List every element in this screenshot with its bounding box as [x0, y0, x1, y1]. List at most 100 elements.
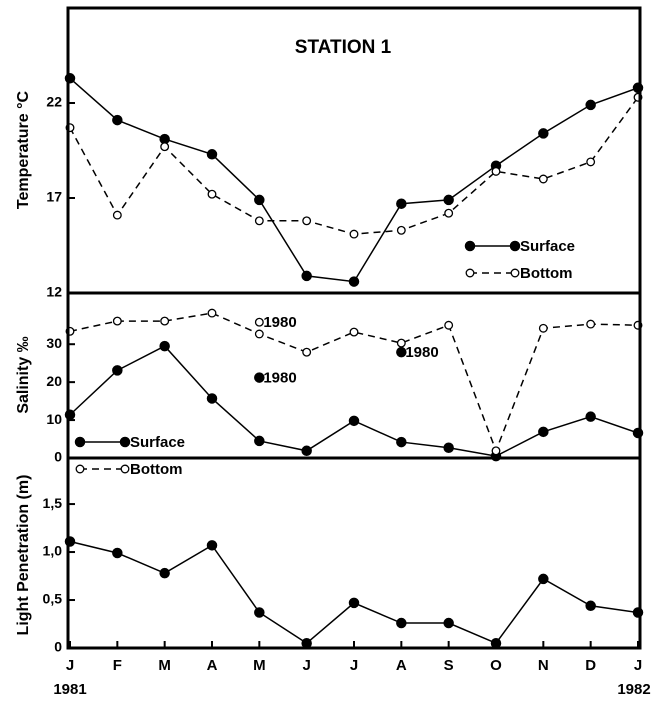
chart-title: STATION 1 — [295, 37, 392, 58]
data-point — [538, 128, 549, 139]
x-tick-label: A — [396, 657, 407, 674]
y-tick-label: 22 — [46, 94, 62, 110]
data-point — [207, 189, 217, 199]
data-point — [538, 573, 549, 585]
series-line — [69, 96, 639, 235]
x-tick-label: F — [113, 657, 122, 674]
data-point — [302, 347, 312, 357]
legend-marker — [509, 240, 521, 252]
x-tick-label: N — [538, 657, 549, 674]
data-point — [349, 327, 359, 337]
data-point — [112, 210, 122, 220]
data-point — [491, 446, 501, 456]
data-point — [254, 435, 265, 447]
annotation-point — [396, 346, 407, 358]
data-point — [586, 319, 596, 329]
annotation-point — [254, 317, 264, 327]
data-point — [254, 329, 264, 339]
data-point — [207, 308, 217, 318]
legend-label: Bottom — [130, 461, 183, 478]
x-tick-label: J — [350, 657, 358, 674]
year-label: 1982 — [617, 681, 650, 698]
data-point — [302, 216, 312, 226]
annotation: 1980 — [405, 344, 438, 361]
x-tick-label: J — [302, 657, 310, 674]
data-point — [348, 415, 360, 427]
data-point — [348, 276, 360, 287]
data-point — [301, 270, 312, 282]
y-tick-label: 17 — [46, 189, 62, 205]
y-tick-label: 0 — [54, 639, 62, 655]
data-point — [254, 216, 264, 226]
data-point — [586, 157, 596, 167]
legend-marker — [510, 268, 520, 278]
panel-frame — [66, 456, 642, 650]
legend-marker — [75, 464, 85, 474]
data-point — [396, 225, 406, 235]
data-point — [206, 540, 218, 551]
data-point — [585, 600, 596, 612]
y-axis-label: Light Penetration (m) — [15, 475, 32, 636]
x-tick-label: A — [207, 657, 218, 674]
data-point — [348, 597, 360, 609]
y-tick-label: 30 — [46, 335, 62, 351]
data-point — [160, 316, 170, 326]
y-tick-label: 0,5 — [43, 591, 63, 607]
legend-label: Surface — [130, 434, 185, 451]
y-tick-label: 12 — [46, 284, 62, 300]
data-point — [396, 338, 406, 348]
legend-marker — [465, 268, 475, 278]
data-point — [159, 340, 170, 352]
series-line — [69, 540, 639, 645]
y-axis-label: Salinity ‰ — [15, 336, 32, 413]
data-point — [443, 442, 454, 454]
x-tick-label: J — [634, 657, 642, 674]
x-tick-label: J — [66, 657, 74, 674]
y-tick-label: 1,5 — [43, 495, 63, 511]
data-point — [538, 426, 549, 438]
data-point — [206, 149, 218, 160]
data-point — [585, 99, 596, 111]
legend-marker — [119, 436, 131, 448]
legend-marker — [120, 464, 130, 474]
legend-label: Bottom — [520, 265, 573, 282]
data-point — [443, 617, 454, 629]
x-tick-label: M — [158, 657, 171, 674]
legend-marker — [464, 240, 476, 252]
x-tick-label: D — [585, 657, 596, 674]
annotation-point — [254, 372, 265, 383]
y-tick-label: 0 — [54, 449, 62, 465]
data-point — [396, 436, 407, 448]
y-axis-label: Temperature °C — [15, 90, 32, 209]
data-point — [585, 411, 596, 422]
data-point — [444, 320, 454, 330]
data-point — [254, 607, 265, 618]
data-point — [443, 194, 454, 206]
legend-marker — [74, 436, 86, 448]
data-point — [206, 393, 218, 404]
x-tick-label: O — [490, 657, 502, 674]
y-tick-label: 10 — [46, 411, 62, 427]
x-tick-label: M — [253, 657, 266, 674]
data-point — [112, 114, 123, 126]
data-point — [112, 547, 123, 559]
data-point — [538, 174, 548, 184]
data-point — [160, 142, 170, 152]
y-tick-label: 1,0 — [43, 543, 63, 559]
year-label: 1981 — [53, 681, 86, 698]
annotation: 1980 — [263, 314, 296, 331]
x-tick-label: S — [444, 657, 454, 674]
legend-label: Surface — [520, 238, 575, 255]
data-point — [301, 445, 312, 457]
data-point — [349, 229, 359, 239]
data-point — [112, 365, 123, 376]
data-point — [396, 198, 407, 209]
data-point — [538, 323, 548, 333]
data-point — [491, 166, 501, 176]
annotation: 1980 — [263, 370, 296, 387]
data-point — [159, 567, 170, 579]
data-point — [444, 208, 454, 218]
data-point — [396, 617, 407, 629]
